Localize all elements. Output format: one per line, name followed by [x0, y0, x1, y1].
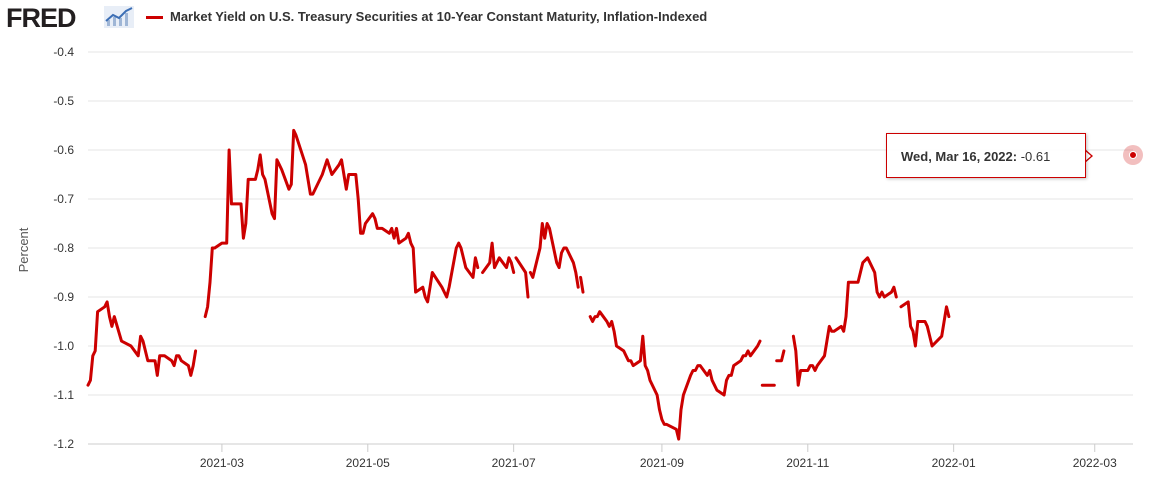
series-line-segment	[528, 222, 580, 289]
series-line-segment	[481, 241, 516, 274]
tooltip-text: Wed, Mar 16, 2022: -0.61	[901, 149, 1050, 164]
series-title[interactable]: Market Yield on U.S. Treasury Securities…	[170, 9, 708, 24]
series-line-segment	[791, 256, 898, 387]
x-tick-label: 2021-09	[640, 456, 684, 470]
x-tick-label: 2022-03	[1073, 456, 1117, 470]
hover-point[interactable]	[1129, 151, 1137, 159]
y-tick-label: -0.9	[53, 290, 74, 304]
series-line-group	[86, 128, 951, 441]
y-tick-label: -0.5	[53, 94, 74, 108]
y-tick-label: -0.8	[53, 241, 74, 255]
x-tick-label: 2021-07	[492, 456, 536, 470]
fred-logo[interactable]: FRED	[6, 3, 76, 33]
y-tick-label: -1.1	[53, 388, 74, 402]
tooltip-pointer-fill	[1084, 150, 1091, 162]
y-tick-label: -1.2	[53, 437, 74, 451]
x-tick-label: 2021-03	[200, 456, 244, 470]
series-line-segment	[203, 128, 480, 319]
chart-trend-icon	[104, 6, 134, 28]
legend-series-swatch	[146, 16, 163, 19]
tooltip-date: Wed, Mar 16, 2022:	[901, 149, 1018, 164]
y-axis-ticks: -0.4 -0.5 -0.6 -0.7 -0.8 -0.9 -1.0 -1.1 -1.2	[53, 45, 74, 451]
series-line-segment	[514, 256, 530, 299]
x-tick-label: 2022-01	[932, 456, 976, 470]
x-tick-label: 2021-05	[346, 456, 390, 470]
gridlines	[88, 51, 1133, 445]
x-axis-ticks: 2021-03 2021-05 2021-07 2021-09 2021-11 2022-…	[88, 443, 1133, 470]
series-line-segment	[899, 300, 951, 348]
y-tick-label: -0.6	[53, 143, 74, 157]
y-tick-label: -0.7	[53, 192, 74, 206]
y-tick-label: -0.4	[53, 45, 74, 59]
x-tick-label: 2021-11	[786, 456, 829, 470]
series-line-segment	[86, 300, 198, 387]
data-tooltip: Wed, Mar 16, 2022: -0.61	[886, 133, 1086, 178]
series-line-segment	[579, 275, 585, 294]
y-tick-label: -1.0	[53, 339, 74, 353]
series-line-segment	[588, 310, 762, 441]
chart-header: FRED Market Yield on U.S. Treasury Secur…	[0, 0, 1153, 36]
y-axis-title: Percent	[16, 227, 31, 272]
tooltip-value: -0.61	[1020, 149, 1051, 164]
series-line-segment	[775, 349, 786, 363]
